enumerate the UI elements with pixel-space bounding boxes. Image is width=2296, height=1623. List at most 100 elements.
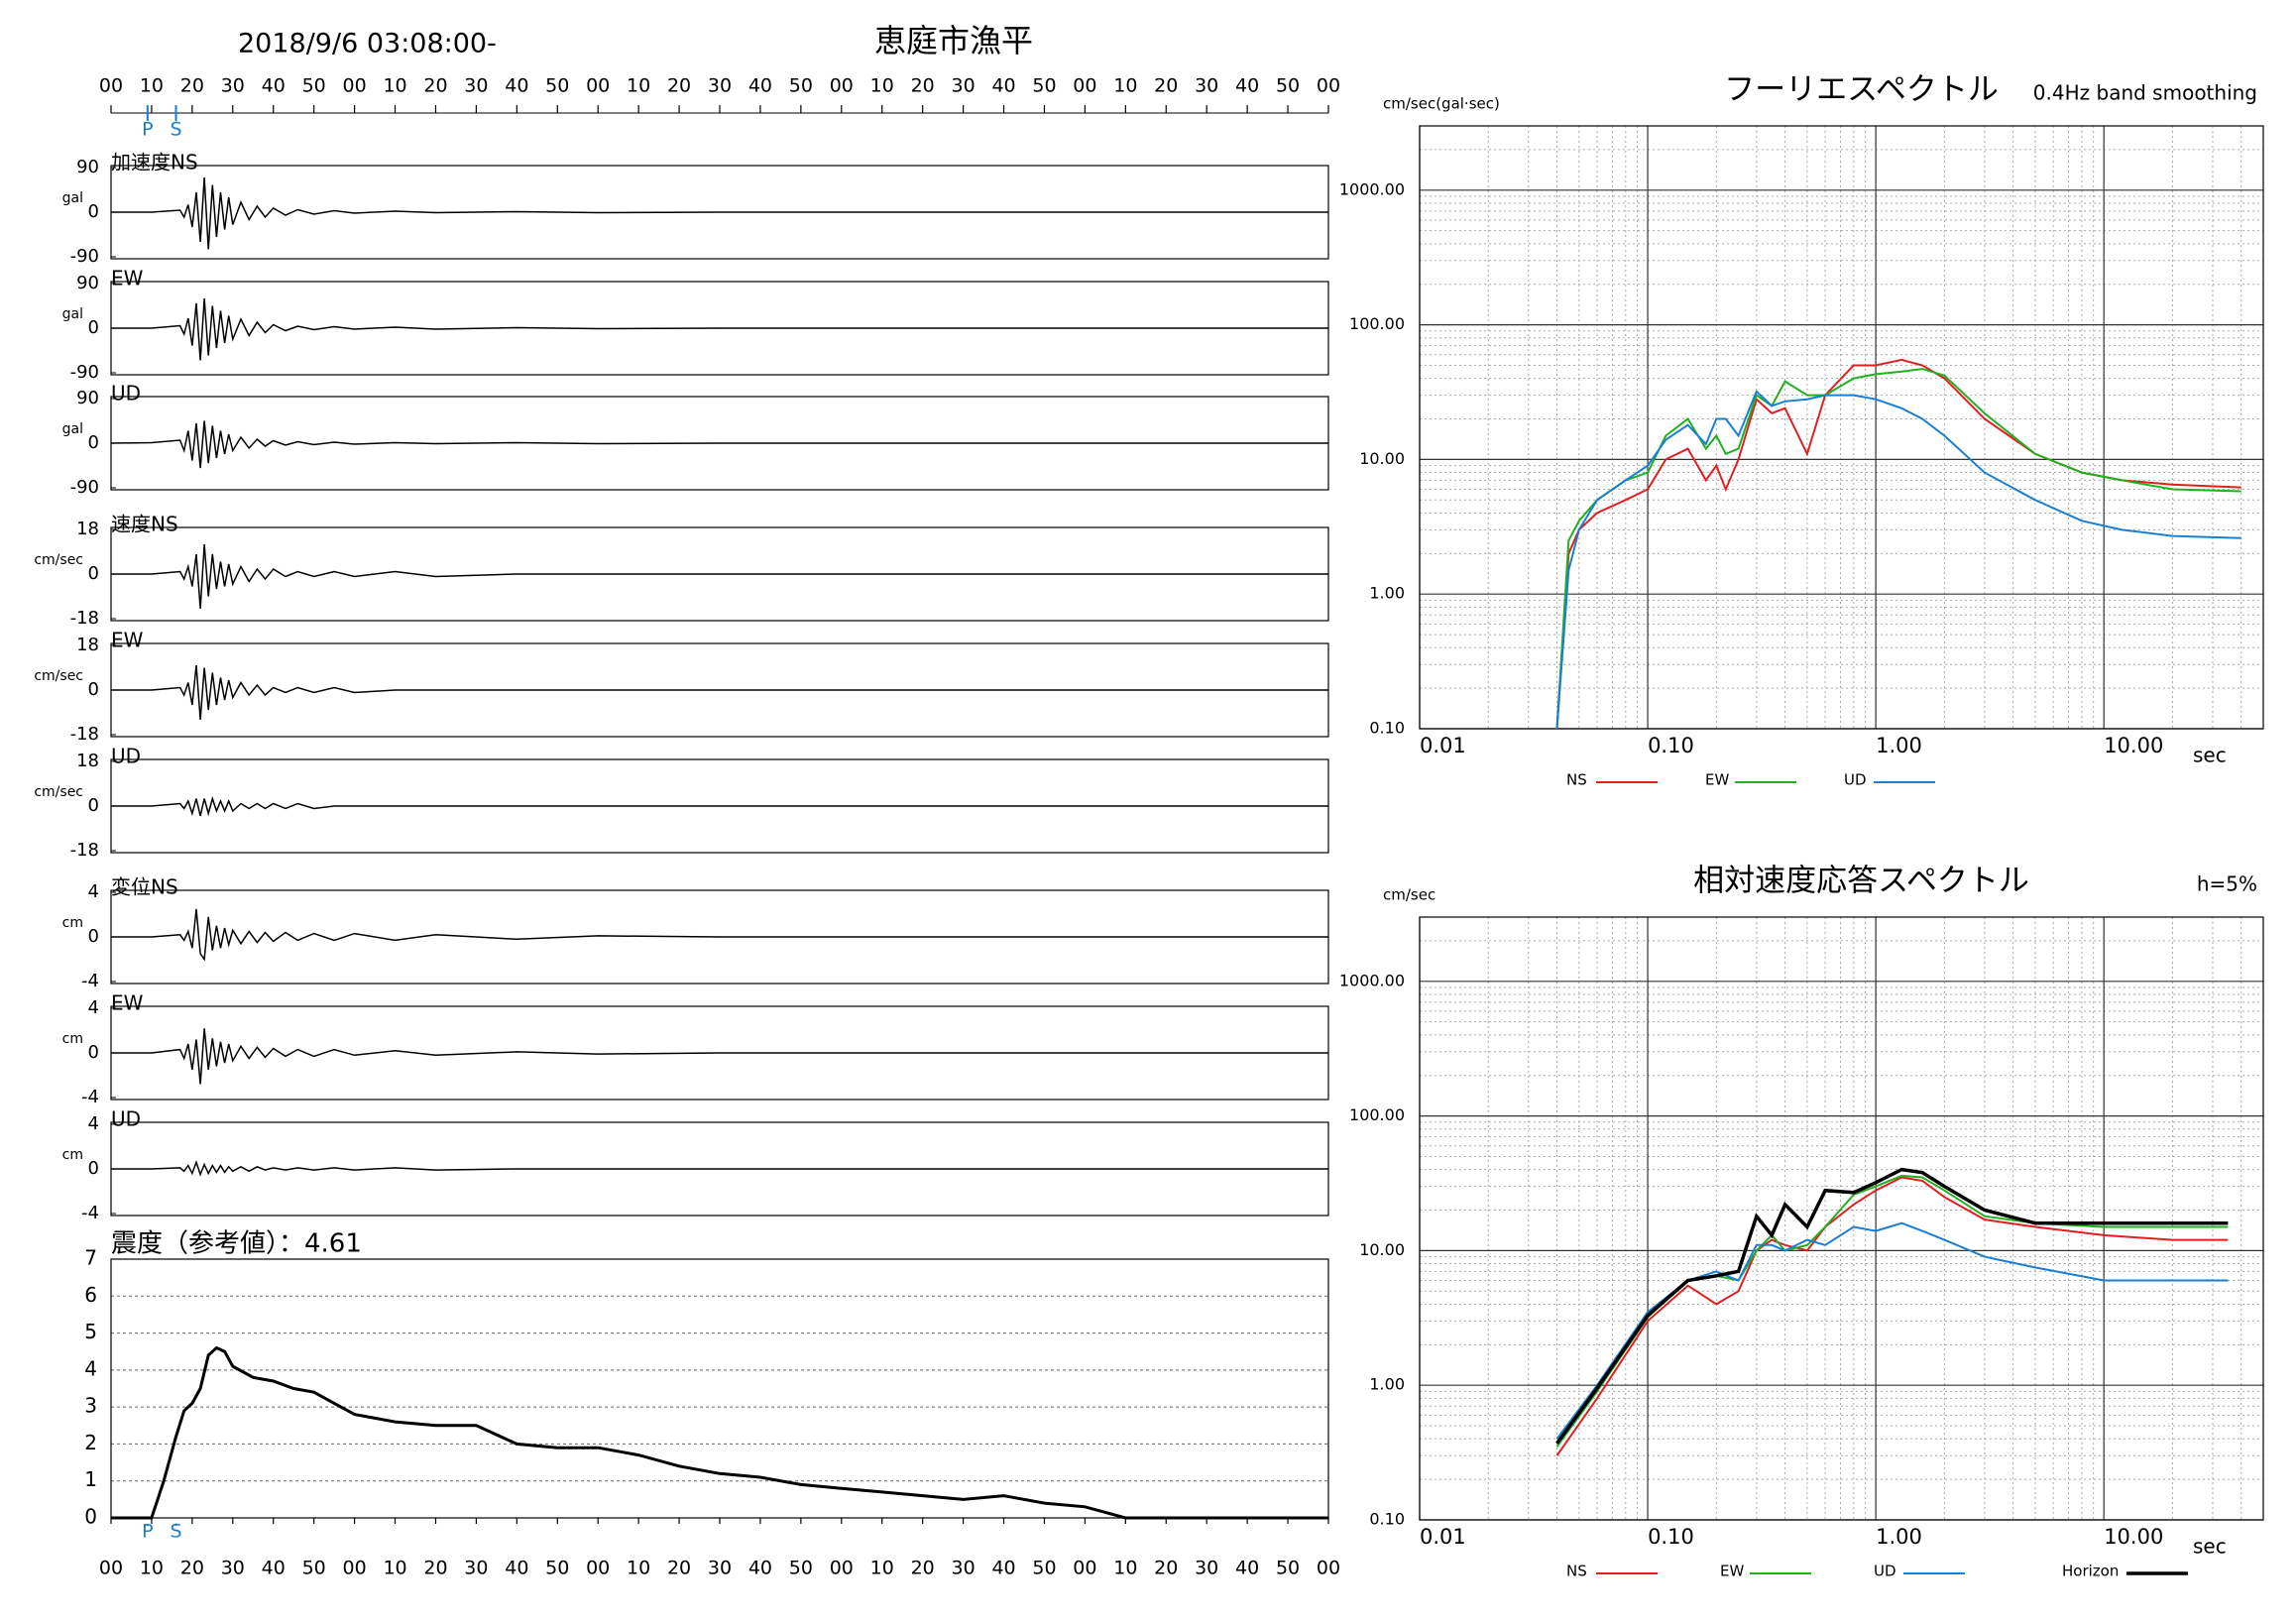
plot-frame	[1419, 125, 2264, 730]
time-tick-label: 40	[505, 1558, 528, 1579]
time-tick-label: 00	[1317, 75, 1340, 97]
time-tick-label: 30	[1195, 75, 1218, 97]
time-tick-label: 20	[667, 75, 691, 97]
time-tick-label: 10	[627, 75, 650, 97]
plot-frame	[110, 1258, 1329, 1519]
y-tick-label: 0	[88, 201, 99, 222]
y-tick-label: 4	[84, 1356, 97, 1380]
y-tick-label: 2	[84, 1431, 97, 1454]
time-tick-label: 40	[262, 1558, 286, 1579]
y-tick-label: 1.00	[1369, 584, 1405, 603]
time-tick-label: 00	[343, 1558, 367, 1579]
x-tick-label: 0.01	[1420, 734, 1466, 757]
y-tick-label: 90	[76, 273, 99, 293]
y-tick-label: -18	[70, 608, 99, 629]
time-tick-label: 40	[262, 75, 286, 97]
waveform	[111, 543, 1328, 610]
time-tick-label: 50	[545, 75, 569, 97]
legend-label: Horizon	[2062, 1563, 2119, 1580]
time-tick-label: 40	[505, 75, 528, 97]
time-tick-label: 00	[1073, 75, 1096, 97]
time-tick-label: 20	[1154, 1558, 1178, 1579]
unit-label: gal	[62, 190, 83, 206]
phase-marker-label: P	[142, 1521, 153, 1543]
time-tick-label: 40	[1235, 1558, 1259, 1579]
legend-label: EW	[1720, 1563, 1744, 1580]
y-tick-label: 0	[84, 1505, 97, 1529]
x-axis-label: sec	[2193, 744, 2227, 767]
time-tick-label: 20	[911, 75, 935, 97]
y-tick-label: 100.00	[1349, 1105, 1405, 1124]
time-tick-label: 00	[586, 1558, 610, 1579]
chart-title: 相対速度応答スペクトル	[1693, 864, 2029, 899]
time-tick-label: 00	[99, 75, 123, 97]
y-tick-label: 1000.00	[1339, 971, 1405, 989]
legend-label: NS	[1566, 771, 1587, 789]
y-tick-label: 4	[88, 881, 99, 902]
legend-label: NS	[1566, 1563, 1587, 1580]
chart-subtitle: 0.4Hz band smoothing	[2033, 81, 2257, 105]
y-tick-label: 6	[84, 1283, 97, 1307]
legend-label: EW	[1705, 771, 1729, 789]
x-tick-label: 1.00	[1876, 734, 1922, 757]
time-tick-label: 30	[464, 75, 488, 97]
y-tick-label: -90	[70, 362, 99, 383]
time-tick-label: 40	[1235, 75, 1259, 97]
time-tick-label: 00	[586, 75, 610, 97]
time-tick-label: 00	[1073, 1558, 1096, 1579]
unit-label: gal	[62, 306, 83, 322]
unit-label: cm	[62, 1031, 83, 1047]
y-tick-label: 7	[84, 1246, 97, 1270]
y-tick-label: 0	[88, 1158, 99, 1179]
waveform	[111, 795, 1328, 817]
y-tick-label: -4	[81, 1087, 99, 1107]
time-tick-label: 50	[302, 75, 326, 97]
date-time: 2018/9/6 03:08:00-	[238, 29, 497, 59]
panel-label: UD	[111, 745, 141, 768]
y-tick-label: 0	[88, 563, 99, 584]
x-tick-label: 0.10	[1648, 1525, 1694, 1549]
time-tick-label: 10	[1113, 1558, 1137, 1579]
y-tick-label: 90	[76, 157, 99, 177]
y-tick-label: 0	[88, 432, 99, 453]
time-tick-label: 50	[302, 1558, 326, 1579]
time-tick-label: 30	[221, 1558, 245, 1579]
waveform	[111, 297, 1328, 361]
spectrum-line	[1555, 1167, 2229, 1445]
spectrum-line	[1555, 368, 2241, 730]
y-tick-label: 0.10	[1369, 1510, 1405, 1529]
phase-marker-label: S	[170, 119, 181, 141]
chart-subtitle: h=5%	[2197, 872, 2257, 896]
x-tick-label: 10.00	[2104, 1525, 2163, 1549]
y-tick-label: 4	[88, 1113, 99, 1134]
legend-label: UD	[1874, 1563, 1896, 1580]
unit-label: cm/sec	[34, 784, 83, 800]
time-tick-label: 30	[1195, 1558, 1218, 1579]
phase-marker-label: S	[170, 1521, 181, 1543]
y-tick-label: 0.10	[1369, 719, 1405, 738]
time-tick-label: 50	[1276, 75, 1300, 97]
time-tick-label: 30	[708, 1558, 732, 1579]
y-tick-label: 1	[84, 1467, 97, 1491]
y-tick-label: 1.00	[1369, 1375, 1405, 1394]
time-tick-label: 00	[343, 75, 367, 97]
y-tick-label: 10.00	[1359, 1240, 1405, 1259]
panel-label: EW	[111, 991, 144, 1015]
unit-label: cm/sec	[34, 552, 83, 568]
time-tick-label: 30	[952, 75, 976, 97]
y-tick-label: 18	[76, 751, 99, 771]
x-tick-label: 0.10	[1648, 734, 1694, 757]
time-tick-label: 00	[1317, 1558, 1340, 1579]
panel-label: UD	[111, 382, 141, 406]
time-tick-label: 10	[870, 75, 894, 97]
time-tick-label: 00	[830, 75, 854, 97]
y-tick-label: 0	[88, 1042, 99, 1063]
plot-frame	[1419, 916, 2264, 1521]
y-tick-label: 4	[88, 997, 99, 1018]
time-tick-label: 20	[423, 1558, 447, 1579]
time-tick-label: 40	[991, 75, 1015, 97]
time-tick-label: 30	[464, 1558, 488, 1579]
time-tick-label: 40	[748, 75, 772, 97]
time-tick-label: 30	[952, 1558, 976, 1579]
time-tick-label: 50	[1276, 1558, 1300, 1579]
